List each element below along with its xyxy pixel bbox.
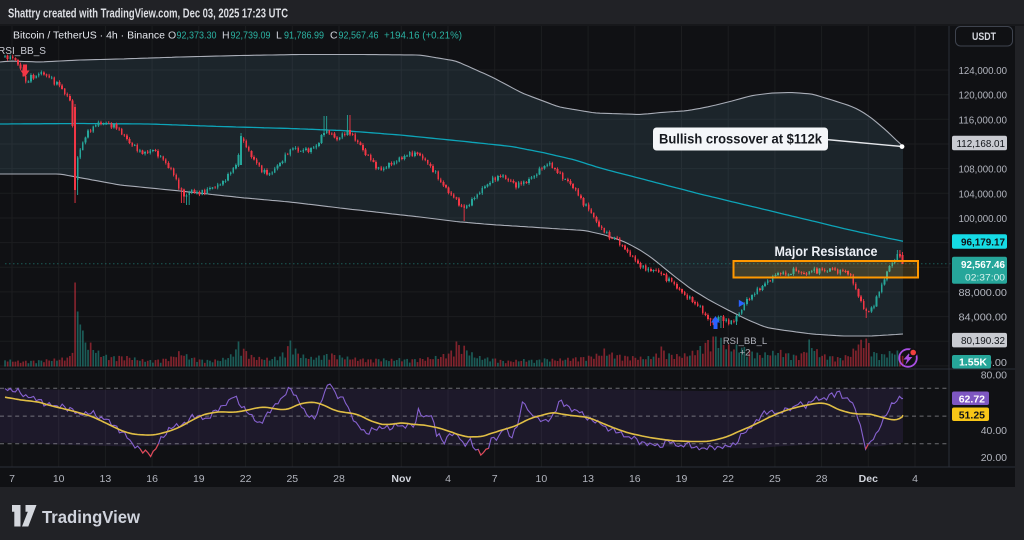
svg-text:100,000.00: 100,000.00 bbox=[959, 213, 1008, 225]
svg-text:40.00: 40.00 bbox=[981, 425, 1007, 437]
svg-text:TradingView: TradingView bbox=[42, 507, 140, 527]
svg-text:Bullish crossover at $112k: Bullish crossover at $112k bbox=[659, 132, 822, 147]
svg-text:1.55K: 1.55K bbox=[959, 357, 987, 369]
svg-text:108,000.00: 108,000.00 bbox=[959, 164, 1008, 176]
svg-text:13: 13 bbox=[100, 473, 112, 485]
svg-text:25: 25 bbox=[769, 473, 781, 485]
svg-text:RSI_BB_L: RSI_BB_L bbox=[723, 336, 767, 347]
svg-text:92,373.30: 92,373.30 bbox=[177, 30, 217, 42]
svg-text:13: 13 bbox=[582, 473, 594, 485]
svg-text:+2: +2 bbox=[740, 348, 751, 359]
svg-text:7: 7 bbox=[9, 473, 15, 485]
svg-text:25: 25 bbox=[286, 473, 298, 485]
svg-text:7: 7 bbox=[492, 473, 498, 485]
svg-text:92,567.46: 92,567.46 bbox=[339, 30, 379, 42]
svg-text:124,000.00: 124,000.00 bbox=[959, 65, 1008, 77]
svg-text:96,179.17: 96,179.17 bbox=[961, 237, 1005, 249]
svg-text:92,739.09: 92,739.09 bbox=[231, 30, 271, 42]
svg-text:19: 19 bbox=[193, 473, 205, 485]
svg-text:4: 4 bbox=[912, 473, 918, 485]
svg-text:Major Resistance: Major Resistance bbox=[775, 244, 878, 259]
svg-text:22: 22 bbox=[240, 473, 252, 485]
svg-text:USDT: USDT bbox=[972, 31, 996, 43]
svg-text:62.72: 62.72 bbox=[959, 393, 985, 405]
svg-text:C: C bbox=[330, 30, 338, 42]
svg-text:88,000.00: 88,000.00 bbox=[959, 287, 1008, 299]
svg-text:104,000.00: 104,000.00 bbox=[959, 188, 1008, 200]
svg-text:20.00: 20.00 bbox=[981, 452, 1007, 464]
svg-text:H: H bbox=[222, 30, 230, 42]
svg-text:O: O bbox=[168, 30, 176, 42]
svg-text:10: 10 bbox=[53, 473, 65, 485]
svg-text:16: 16 bbox=[146, 473, 158, 485]
svg-text:80,190.32: 80,190.32 bbox=[961, 335, 1005, 347]
svg-text:10: 10 bbox=[536, 473, 548, 485]
svg-text:80.00: 80.00 bbox=[981, 369, 1007, 381]
svg-text:Dec: Dec bbox=[859, 473, 878, 485]
svg-text:02:37:00: 02:37:00 bbox=[965, 272, 1005, 283]
svg-text:28: 28 bbox=[333, 473, 345, 485]
svg-text:120,000.00: 120,000.00 bbox=[959, 90, 1008, 102]
svg-text:91,786.99: 91,786.99 bbox=[284, 30, 324, 42]
svg-text:Nov: Nov bbox=[391, 473, 411, 485]
svg-text:+194.16 (+0.21%): +194.16 (+0.21%) bbox=[384, 30, 462, 42]
svg-text:4: 4 bbox=[445, 473, 451, 485]
svg-text:28: 28 bbox=[816, 473, 828, 485]
svg-text:92,567.46: 92,567.46 bbox=[961, 259, 1005, 271]
svg-text:112,168.01: 112,168.01 bbox=[957, 138, 1006, 150]
svg-text:Bitcoin / TetherUS · 4h · Bina: Bitcoin / TetherUS · 4h · Binance bbox=[13, 30, 165, 42]
svg-text:Shattry created with TradingVi: Shattry created with TradingView.com, De… bbox=[8, 7, 288, 21]
svg-text:L: L bbox=[276, 30, 282, 42]
svg-text:RSI_BB_S: RSI_BB_S bbox=[0, 45, 46, 57]
svg-text:51.25: 51.25 bbox=[959, 409, 985, 421]
svg-text:84,000.00: 84,000.00 bbox=[959, 312, 1008, 324]
svg-text:19: 19 bbox=[676, 473, 688, 485]
svg-text:22: 22 bbox=[722, 473, 734, 485]
svg-text:16: 16 bbox=[629, 473, 641, 485]
svg-text:116,000.00: 116,000.00 bbox=[959, 114, 1008, 126]
